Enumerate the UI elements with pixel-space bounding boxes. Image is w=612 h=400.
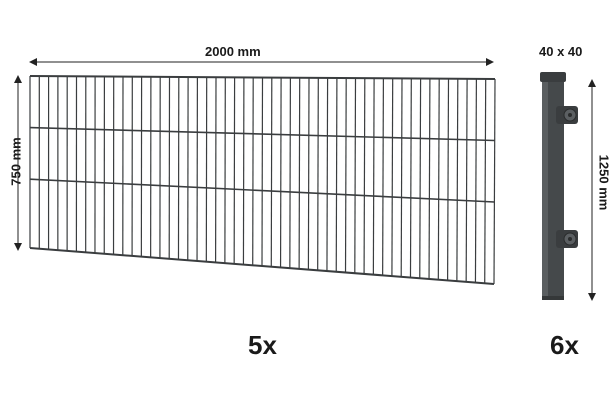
mesh-wire bbox=[409, 78, 412, 278]
mesh-wire bbox=[428, 78, 431, 279]
mesh-wire bbox=[29, 75, 496, 80]
panel-width-label: 2000 mm bbox=[205, 44, 261, 59]
mesh-wire bbox=[298, 77, 301, 269]
mesh-wire bbox=[307, 77, 310, 270]
mesh-wire bbox=[335, 77, 338, 272]
mesh-wire bbox=[326, 77, 329, 272]
mesh-wire bbox=[354, 78, 357, 274]
mesh-wire bbox=[465, 78, 468, 282]
mesh-wire bbox=[279, 77, 282, 268]
mesh-wire bbox=[29, 126, 495, 142]
post-size-label: 40 x 40 bbox=[539, 44, 583, 59]
mesh-wire bbox=[419, 78, 422, 279]
mesh-wire bbox=[456, 78, 459, 282]
mesh-wire bbox=[400, 78, 403, 277]
fence-post bbox=[540, 72, 578, 300]
mesh-wire bbox=[29, 178, 495, 203]
mesh-wire bbox=[372, 78, 375, 275]
mesh-wire bbox=[317, 77, 319, 271]
mesh-wire bbox=[382, 78, 384, 276]
mesh-wire bbox=[363, 78, 366, 274]
fence-panel bbox=[29, 75, 496, 285]
panel-quantity: 5x bbox=[248, 330, 277, 360]
mesh-wire bbox=[474, 78, 477, 283]
mesh-wire bbox=[484, 78, 487, 284]
post-clamp-upper bbox=[556, 106, 578, 124]
post-quantity: 6x bbox=[550, 330, 579, 360]
mesh-wire bbox=[493, 78, 496, 285]
mesh-wire bbox=[391, 78, 394, 277]
post-clamp-lower bbox=[556, 230, 578, 248]
mesh-wire bbox=[447, 78, 450, 281]
mesh-wire bbox=[29, 247, 495, 285]
mesh-wire bbox=[289, 77, 291, 269]
mesh-wire bbox=[344, 78, 347, 273]
mesh-wire bbox=[437, 78, 440, 280]
mesh-wire bbox=[270, 77, 273, 267]
mesh-wire bbox=[261, 77, 264, 267]
